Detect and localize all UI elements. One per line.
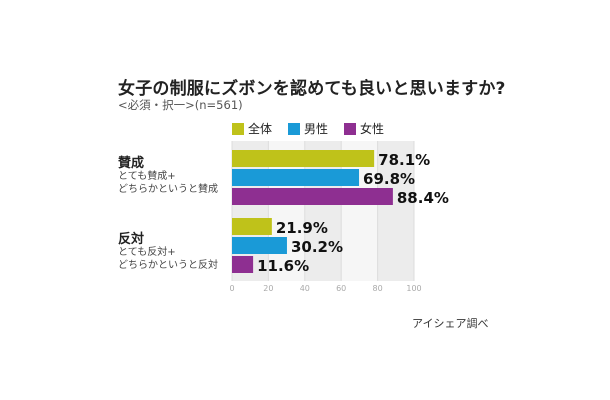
legend-item-all: 全体 <box>232 120 272 137</box>
category-title-disagree: 反対 <box>118 232 145 247</box>
bar-male-0 <box>232 169 360 186</box>
bar-female-0 <box>232 188 393 205</box>
data-label-male-0: 69.8% <box>363 170 415 188</box>
data-label-all-0: 78.1% <box>378 151 430 169</box>
source-note: アイシェア調べ <box>412 317 489 330</box>
legend: 全体 男性 女性 <box>232 120 384 137</box>
legend-label-female: 女性 <box>360 122 385 136</box>
category-desc-agree-line1: とても賛成+ <box>118 171 176 182</box>
chart-subtitle: <必須・択一>(n=561) <box>118 98 243 112</box>
category-title-agree: 賛成 <box>118 156 145 171</box>
bar-male-1 <box>232 237 287 254</box>
x-tick-label: 40 <box>300 284 310 293</box>
legend-label-all: 全体 <box>248 122 273 136</box>
bar-all-1 <box>232 218 272 235</box>
legend-item-male: 男性 <box>288 120 328 137</box>
chart-title: 女子の制服にズボンを認めても良いと思いますか? <box>118 79 506 99</box>
category-desc-agree: とても賛成+ どちらかというと賛成 <box>118 170 218 196</box>
data-label-female-0: 88.4% <box>397 189 449 207</box>
category-desc-disagree-line1: とても反対+ <box>118 247 176 258</box>
legend-label-male: 男性 <box>304 122 329 136</box>
x-tick-label: 80 <box>373 284 383 293</box>
category-desc-disagree: とても反対+ どちらかというと反対 <box>118 246 218 272</box>
category-desc-disagree-line2: どちらかというと反対 <box>118 260 218 271</box>
data-label-male-1: 30.2% <box>291 238 343 256</box>
x-tick-label: 100 <box>406 284 421 293</box>
x-tick-label: 60 <box>336 284 346 293</box>
x-tick-label: 0 <box>229 284 234 293</box>
x-tick-label: 20 <box>263 284 273 293</box>
legend-swatch-all <box>232 122 244 135</box>
bar-female-1 <box>232 256 254 273</box>
legend-swatch-female <box>344 122 357 135</box>
category-desc-agree-line2: どちらかというと賛成 <box>118 184 218 195</box>
plot-band <box>377 141 414 281</box>
bar-all-0 <box>232 150 375 167</box>
legend-item-female: 女性 <box>344 120 384 137</box>
data-label-all-1: 21.9% <box>276 219 328 237</box>
legend-swatch-male <box>288 122 301 135</box>
data-label-female-1: 11.6% <box>257 257 309 275</box>
